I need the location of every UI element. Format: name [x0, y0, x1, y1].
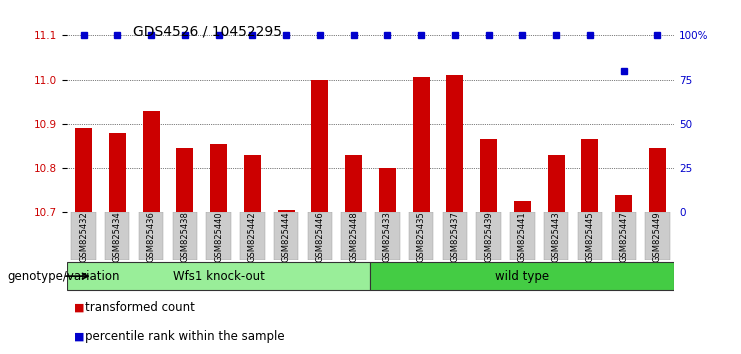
Text: GSM825449: GSM825449 [653, 211, 662, 262]
Bar [514, 201, 531, 212]
Bar [548, 155, 565, 212]
Text: GSM825447: GSM825447 [619, 211, 628, 262]
Text: transformed count: transformed count [85, 302, 195, 314]
Text: GSM825441: GSM825441 [518, 211, 527, 262]
Text: GSM825439: GSM825439 [484, 211, 494, 262]
FancyBboxPatch shape [511, 212, 534, 260]
Text: GSM825446: GSM825446 [316, 211, 325, 262]
FancyBboxPatch shape [409, 212, 433, 260]
FancyBboxPatch shape [578, 212, 602, 260]
FancyBboxPatch shape [442, 212, 467, 260]
FancyBboxPatch shape [274, 212, 299, 260]
FancyBboxPatch shape [611, 212, 636, 260]
Bar [379, 168, 396, 212]
Bar [615, 195, 632, 212]
Bar [142, 110, 159, 212]
Bar [176, 148, 193, 212]
Text: ■: ■ [74, 331, 84, 341]
Text: ■: ■ [74, 303, 84, 313]
Bar [109, 133, 126, 212]
Text: percentile rank within the sample: percentile rank within the sample [85, 330, 285, 343]
FancyBboxPatch shape [544, 212, 568, 260]
Text: GSM825438: GSM825438 [180, 211, 190, 262]
FancyBboxPatch shape [308, 212, 332, 260]
Bar [75, 128, 92, 212]
Bar [582, 139, 598, 212]
Text: GSM825440: GSM825440 [214, 211, 223, 262]
Bar [210, 144, 227, 212]
Text: GSM825443: GSM825443 [551, 211, 561, 262]
Text: GSM825445: GSM825445 [585, 211, 594, 262]
FancyBboxPatch shape [645, 212, 670, 260]
Bar [649, 148, 666, 212]
Text: wild type: wild type [495, 270, 550, 282]
Text: GSM825435: GSM825435 [416, 211, 425, 262]
Bar [311, 80, 328, 212]
FancyBboxPatch shape [370, 262, 674, 290]
Bar [278, 210, 294, 212]
Bar [345, 155, 362, 212]
FancyBboxPatch shape [105, 212, 130, 260]
FancyBboxPatch shape [240, 212, 265, 260]
Text: GDS4526 / 10452295: GDS4526 / 10452295 [133, 25, 282, 39]
FancyBboxPatch shape [375, 212, 399, 260]
Bar [480, 139, 497, 212]
Text: GSM825434: GSM825434 [113, 211, 122, 262]
FancyBboxPatch shape [207, 212, 230, 260]
Text: GSM825444: GSM825444 [282, 211, 290, 262]
FancyBboxPatch shape [139, 212, 163, 260]
Bar [446, 75, 463, 212]
FancyBboxPatch shape [67, 262, 370, 290]
FancyBboxPatch shape [342, 212, 366, 260]
FancyBboxPatch shape [71, 212, 96, 260]
FancyBboxPatch shape [476, 212, 501, 260]
Bar [413, 78, 430, 212]
Text: GSM825436: GSM825436 [147, 211, 156, 262]
Text: GSM825437: GSM825437 [451, 211, 459, 262]
Text: GSM825432: GSM825432 [79, 211, 88, 262]
FancyBboxPatch shape [173, 212, 197, 260]
Bar [244, 155, 261, 212]
Text: GSM825442: GSM825442 [247, 211, 257, 262]
Text: GSM825433: GSM825433 [383, 211, 392, 262]
Text: genotype/variation: genotype/variation [7, 270, 120, 282]
Text: Wfs1 knock-out: Wfs1 knock-out [173, 270, 265, 282]
Text: GSM825448: GSM825448 [349, 211, 358, 262]
